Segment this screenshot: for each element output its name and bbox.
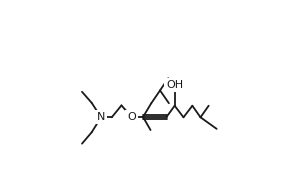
- Text: OH: OH: [166, 80, 183, 90]
- Text: N: N: [97, 112, 105, 122]
- Text: O: O: [127, 112, 136, 122]
